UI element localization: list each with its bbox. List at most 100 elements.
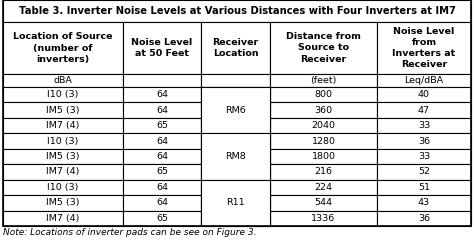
Bar [377,133,471,149]
Bar [3,180,123,195]
Bar [377,118,471,133]
Bar [3,164,123,180]
Bar [3,22,123,74]
Text: 51: 51 [418,183,430,192]
Bar [123,22,201,74]
Bar [201,149,270,164]
Bar [377,211,471,226]
Bar [123,211,201,226]
Text: 47: 47 [418,106,430,115]
Bar [3,133,123,149]
Text: RM8: RM8 [225,152,246,161]
Bar [201,133,270,180]
Bar [270,149,377,164]
Bar [270,195,377,211]
Bar [3,118,123,133]
Text: Location of Source
(number of
inverters): Location of Source (number of inverters) [13,32,112,64]
Bar [201,74,270,87]
Text: Distance from
Source to
Receiver: Distance from Source to Receiver [286,32,361,64]
Bar [377,180,471,195]
Text: Noise Level
at 50 Feet: Noise Level at 50 Feet [131,38,192,58]
Bar [123,164,201,180]
Text: 36: 36 [418,137,430,146]
Bar [270,74,377,87]
Bar [123,195,201,211]
Bar [123,149,201,164]
Bar [377,22,471,74]
Bar [201,211,270,226]
Text: 33: 33 [418,152,430,161]
Text: I10 (3): I10 (3) [47,137,79,146]
Text: (feet): (feet) [310,76,337,85]
Bar [270,133,377,149]
Bar [201,87,270,133]
Text: IM7 (4): IM7 (4) [46,168,80,176]
Text: 36: 36 [418,214,430,223]
Text: 43: 43 [418,198,430,207]
Bar [201,133,270,149]
Bar [201,102,270,118]
Text: IM5 (3): IM5 (3) [46,106,80,115]
Text: Noise Level
from
Inverters at
Receiver: Noise Level from Inverters at Receiver [392,27,456,69]
Bar [270,180,377,195]
Text: IM5 (3): IM5 (3) [46,152,80,161]
Text: 1336: 1336 [311,214,336,223]
Text: I10 (3): I10 (3) [47,90,79,99]
Text: 64: 64 [156,198,168,207]
Bar [377,102,471,118]
Text: 64: 64 [156,152,168,161]
Text: 52: 52 [418,168,430,176]
Bar [377,74,471,87]
Bar [377,195,471,211]
Bar [270,118,377,133]
Text: 544: 544 [314,198,332,207]
Text: IM7 (4): IM7 (4) [46,214,80,223]
Text: dBA: dBA [54,76,72,85]
Bar [201,180,270,195]
Bar [270,102,377,118]
Bar [3,74,123,87]
Bar [377,164,471,180]
Text: Leq/dBA: Leq/dBA [404,76,444,85]
Bar [3,0,471,22]
Bar [201,180,270,226]
Bar [3,195,123,211]
Text: 65: 65 [156,121,168,130]
Text: R11: R11 [227,198,245,207]
Text: 64: 64 [156,137,168,146]
Text: Receiver
Location: Receiver Location [213,38,259,58]
Text: 64: 64 [156,90,168,99]
Text: 800: 800 [314,90,332,99]
Bar [123,180,201,195]
Bar [123,87,201,102]
Text: 65: 65 [156,214,168,223]
Text: Note: Locations of inverter pads can be see on Figure 3.: Note: Locations of inverter pads can be … [3,228,256,237]
Text: 224: 224 [314,183,332,192]
Text: 1800: 1800 [311,152,336,161]
Bar [270,164,377,180]
Text: RM6: RM6 [225,106,246,115]
Bar [201,195,270,211]
Text: Table 3. Inverter Noise Levels at Various Distances with Four Inverters at IM7: Table 3. Inverter Noise Levels at Variou… [18,6,456,16]
Text: 360: 360 [314,106,333,115]
Bar [201,164,270,180]
Bar [123,74,201,87]
Bar [3,211,123,226]
Text: 33: 33 [418,121,430,130]
Text: 40: 40 [418,90,430,99]
Bar [201,118,270,133]
Bar [3,102,123,118]
Text: 2040: 2040 [311,121,336,130]
Bar [201,87,270,102]
Text: IM7 (4): IM7 (4) [46,121,80,130]
Bar [270,22,377,74]
Bar [270,87,377,102]
Text: 64: 64 [156,183,168,192]
Text: IM5 (3): IM5 (3) [46,198,80,207]
Bar [201,22,270,74]
Bar [123,102,201,118]
Bar [3,149,123,164]
Bar [377,149,471,164]
Text: 64: 64 [156,106,168,115]
Text: 216: 216 [314,168,332,176]
